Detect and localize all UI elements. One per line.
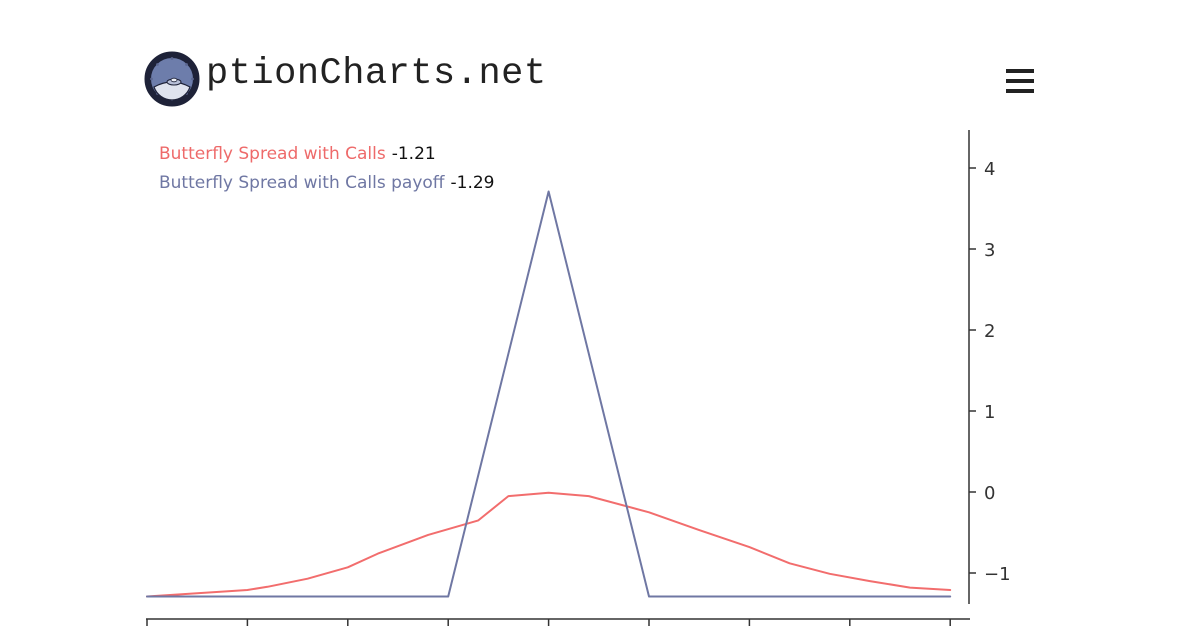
site-header: ptionCharts.net xyxy=(0,0,1201,120)
brand-name[interactable]: ptionCharts.net xyxy=(206,53,547,95)
legend-item-butterfly-spread-payoff: Butterfly Spread with Calls payoff -1.29 xyxy=(159,169,495,198)
y-tick-label: 3 xyxy=(984,240,995,261)
y-tick-label: −1 xyxy=(984,564,1011,585)
y-tick-label: 4 xyxy=(984,159,995,180)
series-line-butterfly-spread xyxy=(146,491,952,598)
y-tick-label: 1 xyxy=(984,402,995,423)
legend-item-butterfly-spread: Butterfly Spread with Calls -1.21 xyxy=(159,140,495,169)
porthole-spaceship-icon[interactable] xyxy=(144,51,200,107)
legend-series-value: -1.21 xyxy=(391,144,436,164)
hamburger-menu-icon[interactable] xyxy=(1006,69,1034,93)
legend-series-name: Butterfly Spread with Calls payoff xyxy=(159,173,445,193)
legend-series-name: Butterfly Spread with Calls xyxy=(159,144,386,164)
chart-legend: Butterfly Spread with Calls -1.21 Butterf… xyxy=(159,140,495,198)
y-tick-label: 2 xyxy=(984,321,995,342)
legend-series-value: -1.29 xyxy=(450,173,495,193)
y-tick-label: 0 xyxy=(984,483,995,504)
series-line-butterfly-spread-payoff xyxy=(146,190,952,598)
